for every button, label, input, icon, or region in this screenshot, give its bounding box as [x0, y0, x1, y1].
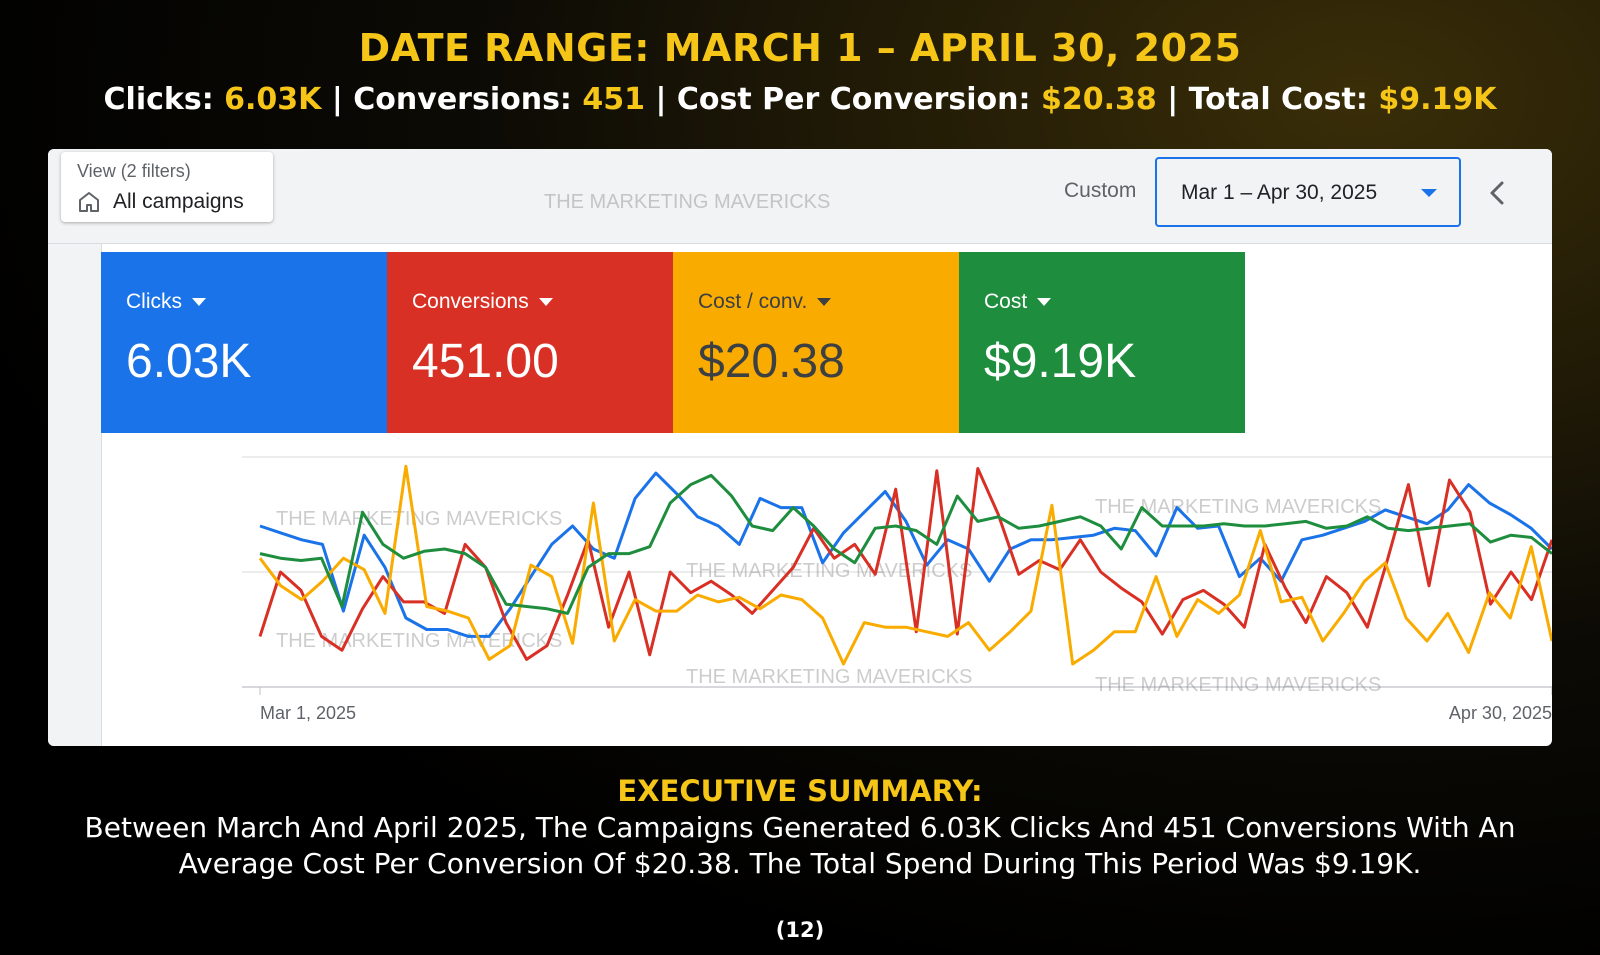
metric-label-cost-per-conversion-text: Cost / conv. — [698, 290, 808, 313]
series-line — [258, 467, 1552, 661]
page-number: (12) — [775, 918, 825, 942]
metric-card-cost-per-conversion[interactable]: Cost / conv. $20.38 — [673, 252, 959, 433]
stat-cost-per-conversion-label: Cost Per Conversion: — [676, 82, 1031, 117]
metric-value-cost-per-conversion: $20.38 — [698, 335, 845, 388]
stat-conversions-label: Conversions: — [353, 82, 572, 117]
metric-label-cost-text: Cost — [984, 290, 1028, 313]
view-filter-label: View (2 filters) — [77, 161, 191, 181]
ads-dashboard-panel: View (2 filters) All campaigns THE MARKE… — [48, 149, 1552, 746]
metric-label-clicks-text: Clicks — [126, 290, 182, 313]
watermark: THE MARKETING MAVERICKS — [544, 191, 831, 213]
stat-total-cost-value: $9.19K — [1378, 82, 1497, 117]
stat-total-cost-label: Total Cost: — [1188, 82, 1368, 117]
home-icon — [79, 192, 99, 212]
date-range-selector[interactable]: Mar 1 – Apr 30, 2025 — [1155, 157, 1461, 227]
metric-label-conversions-text: Conversions — [412, 290, 529, 313]
stat-separator: | — [331, 82, 343, 117]
date-range-value: Mar 1 – Apr 30, 2025 — [1181, 181, 1378, 204]
dashboard-toolbar: View (2 filters) All campaigns THE MARKE… — [48, 149, 1552, 244]
stat-cost-per-conversion-value: $20.38 — [1040, 82, 1157, 117]
performance-line-chart: THE MARKETING MAVERICKS THE MARKETING MAV… — [242, 456, 1552, 723]
view-filter-selector[interactable]: View (2 filters) All campaigns — [61, 152, 273, 222]
caret-down-icon — [192, 298, 206, 307]
dropdown-caret-icon — [1421, 189, 1437, 197]
metric-value-clicks: 6.03K — [126, 335, 252, 388]
caret-down-icon — [817, 298, 832, 307]
x-axis-start-label: Mar 1, 2025 — [260, 703, 356, 723]
watermark: THE MARKETING MAVERICKS — [686, 666, 972, 688]
metric-card-clicks[interactable]: Clicks 6.03K — [101, 252, 387, 433]
metric-label-cost: Cost — [984, 290, 1052, 314]
stat-separator: | — [655, 82, 667, 117]
page-title: DATE RANGE: MARCH 1 – APRIL 30, 2025 — [358, 26, 1242, 70]
stat-conversions-value: 451 — [582, 82, 646, 117]
stat-clicks-value: 6.03K — [224, 82, 322, 117]
stats-summary-line: Clicks: 6.03K | Conversions: 451 | Cost … — [0, 82, 1600, 117]
stat-clicks-label: Clicks: — [103, 82, 214, 117]
view-filter-value: All campaigns — [113, 190, 244, 213]
metric-label-cost-per-conversion: Cost / conv. — [698, 290, 832, 314]
left-side-strip — [48, 244, 102, 746]
watermark: THE MARKETING MAVERICKS — [1095, 674, 1381, 696]
caret-down-icon — [1037, 298, 1052, 307]
metric-label-conversions: Conversions — [412, 290, 553, 314]
summary-body: Between March And April 2025, The Campai… — [84, 811, 1516, 880]
metric-value-conversions: 451.00 — [412, 335, 559, 388]
watermark: THE MARKETING MAVERICKS — [276, 508, 562, 530]
custom-range-label: Custom — [1064, 179, 1137, 202]
metric-value-cost: $9.19K — [984, 335, 1137, 388]
metric-label-clicks: Clicks — [126, 290, 206, 314]
x-axis-end-label: Apr 30, 2025 — [1449, 703, 1552, 723]
watermark: THE MARKETING MAVERICKS — [686, 560, 972, 582]
chevron-left-icon[interactable] — [1480, 173, 1514, 213]
series-line — [258, 464, 1552, 666]
caret-down-icon — [538, 298, 553, 307]
stat-separator: | — [1167, 82, 1179, 117]
series-line — [259, 473, 1552, 615]
metric-card-cost[interactable]: Cost $9.19K — [959, 252, 1245, 433]
watermark: THE MARKETING MAVERICKS — [1095, 496, 1381, 518]
metric-card-conversions[interactable]: Conversions 451.00 — [387, 252, 673, 433]
series-line — [259, 471, 1552, 638]
summary-title: EXECUTIVE SUMMARY: — [617, 774, 983, 808]
